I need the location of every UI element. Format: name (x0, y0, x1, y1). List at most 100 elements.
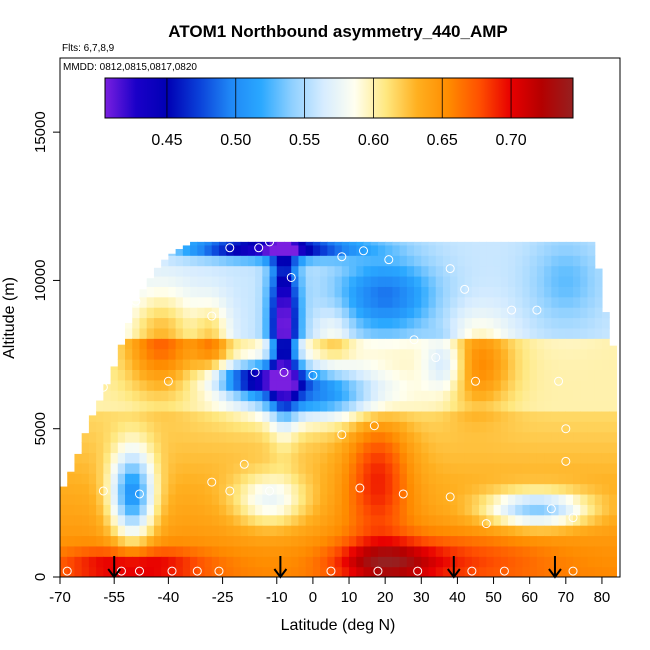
heatmap-cell (341, 410, 350, 422)
heatmap-cell (139, 504, 148, 516)
heatmap-cell (536, 566, 545, 577)
heatmap-cell (406, 255, 415, 267)
heatmap-cell (103, 431, 112, 443)
heatmap-cell (450, 317, 459, 329)
heatmap-cell (168, 359, 177, 370)
heatmap-cell (312, 493, 321, 505)
heatmap-cell (284, 338, 292, 350)
heatmap-cell (587, 535, 596, 547)
heatmap-cell (609, 535, 617, 547)
heatmap-cell (197, 462, 206, 474)
heatmap-cell (182, 431, 191, 443)
heatmap-cell (139, 369, 148, 381)
heatmap-cell (262, 462, 271, 474)
heatmap-cell (197, 504, 206, 516)
heatmap-cell (327, 286, 336, 298)
heatmap-cell (226, 431, 235, 443)
heatmap-cell (551, 275, 560, 287)
heatmap-cell (312, 421, 321, 433)
heatmap-cell (435, 410, 444, 422)
heatmap-cell (414, 442, 422, 454)
heatmap-cell (601, 410, 610, 422)
sample-point (532, 305, 542, 315)
heatmap-cell (500, 462, 509, 474)
heatmap-cell (500, 275, 509, 287)
heatmap-cell (544, 400, 552, 412)
heatmap-cell (363, 275, 372, 287)
heatmap-cell (385, 390, 393, 402)
heatmap-cell (291, 359, 300, 370)
heatmap-cell (226, 369, 235, 381)
heatmap-cell (110, 366, 119, 370)
heatmap-cell (450, 410, 459, 422)
heatmap-cell (508, 514, 516, 526)
heatmap-cell (522, 504, 531, 516)
heatmap-cell (81, 514, 90, 526)
heatmap-cell (457, 241, 466, 246)
heatmap-cell (392, 566, 401, 577)
heatmap-cell (573, 317, 581, 329)
sample-point (431, 353, 441, 363)
heatmap-cell (551, 317, 560, 329)
heatmap-cell (544, 525, 552, 537)
colorbar: 0.45 0.50 0.55 0.60 0.65 0.70 (104, 77, 574, 149)
heatmap-cell (247, 410, 256, 422)
heatmap-cell (565, 255, 574, 267)
heatmap-cell (406, 265, 415, 277)
heatmap-cell (385, 255, 393, 267)
heatmap-cell (573, 525, 581, 537)
heatmap-cell (601, 400, 610, 412)
heatmap-cell (587, 410, 596, 422)
heatmap-cell (428, 348, 437, 360)
heatmap-cell (117, 493, 126, 505)
heatmap-cell (175, 545, 184, 557)
heatmap-cell (312, 244, 321, 256)
heatmap-cell (435, 379, 444, 391)
heatmap-cell (291, 379, 300, 391)
heatmap-cell (211, 317, 220, 329)
heatmap-cell (327, 514, 336, 526)
heatmap-cell (204, 556, 213, 568)
heatmap-cell (414, 296, 422, 308)
heatmap-cell (96, 504, 104, 516)
heatmap-cell (197, 390, 206, 402)
heatmap-cell (182, 421, 191, 433)
heatmap-cell (580, 566, 589, 577)
sample-point (561, 456, 571, 466)
heatmap-cell (233, 421, 242, 433)
heatmap-cell (435, 452, 444, 464)
heatmap-cell (110, 504, 119, 516)
sample-point (355, 483, 365, 493)
heatmap-cell (161, 317, 169, 329)
heatmap-cell (515, 504, 524, 516)
heatmap-cell (103, 514, 112, 526)
heatmap-cell (399, 359, 408, 370)
heatmap-cell (349, 359, 357, 370)
heatmap-cell (587, 452, 596, 464)
heatmap-cell (204, 504, 213, 516)
heatmap-cell (558, 400, 567, 412)
x-tick-label: 0 (309, 589, 317, 606)
heatmap-cell (573, 483, 581, 495)
heatmap-cell (276, 327, 285, 339)
heatmap-cell (175, 379, 184, 391)
heatmap-cell (60, 493, 68, 505)
heatmap-cell (370, 535, 379, 547)
heatmap-cell (594, 545, 603, 557)
heatmap-cell (125, 421, 133, 433)
heatmap-cell (370, 442, 379, 454)
heatmap-cell (414, 255, 422, 267)
heatmap-cell (421, 369, 430, 381)
heatmap-cell (349, 535, 357, 547)
heatmap-cell (536, 462, 545, 474)
heatmap-cell (168, 317, 177, 329)
heatmap-cell (587, 493, 596, 505)
heatmap-cell (276, 317, 285, 329)
heatmap-cell (247, 307, 256, 319)
heatmap-cell (190, 421, 198, 433)
heatmap-cell (508, 369, 516, 381)
heatmap-cell (262, 400, 271, 412)
heatmap-cell (349, 317, 357, 329)
heatmap-cell (421, 348, 430, 360)
heatmap-cell (406, 359, 415, 370)
